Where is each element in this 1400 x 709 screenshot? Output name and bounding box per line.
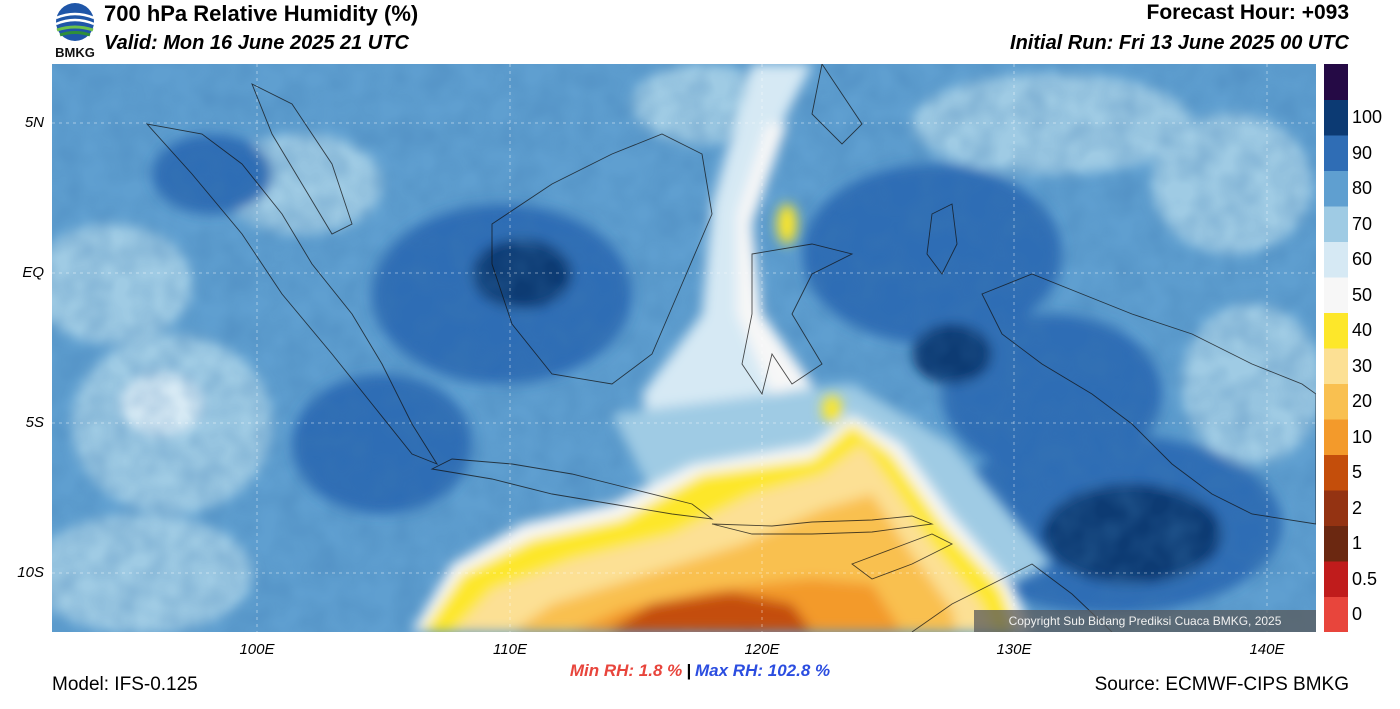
halmahera-coast	[926, 203, 958, 275]
humidity-map	[52, 64, 1316, 632]
new-guinea-coast	[981, 273, 1316, 525]
min-rh: Min RH: 1.8 %	[569, 661, 683, 680]
java-coast	[430, 458, 714, 520]
lon-label-120e: 120E	[744, 641, 780, 658]
colorbar-tick-label: 20	[1352, 391, 1373, 412]
colorbar-tick-label: 70	[1352, 213, 1373, 234]
stats-separator: |	[686, 661, 692, 680]
colorbar-tick-label: 40	[1352, 320, 1373, 341]
colorbar-tick-label: 10	[1352, 426, 1373, 447]
bmkg-logo: BMKG	[55, 3, 95, 60]
colorbar-swatch	[1324, 525, 1348, 562]
colorbar-tick-label: 30	[1352, 355, 1373, 376]
rh-stats: Min RH: 1.8 % | Max RH: 102.8 %	[0, 661, 1400, 681]
colorbar-swatch	[1324, 312, 1348, 349]
colorbar-tick-label: 80	[1352, 178, 1373, 199]
model-name: Model: IFS-0.125	[52, 674, 198, 695]
colorbar-tick-label: 1	[1352, 533, 1363, 554]
colorbar-tick-label: 0	[1352, 604, 1363, 625]
colorbar-swatch	[1324, 561, 1348, 597]
colorbar-swatch	[1324, 383, 1348, 420]
australia-coast	[911, 563, 1113, 632]
philippines-coast	[811, 64, 863, 145]
max-rh: Max RH: 102.8 %	[695, 661, 831, 680]
colorbar-tick-label: 90	[1352, 142, 1373, 163]
colorbar-swatch	[1324, 241, 1348, 278]
colorbar-swatch	[1324, 454, 1348, 491]
colorbar-swatch	[1324, 277, 1348, 313]
colorbar-tick-label: 2	[1352, 497, 1363, 518]
colorbar-tick-label: 5	[1352, 462, 1363, 483]
map-title: 700 hPa Relative Humidity (%)	[104, 1, 419, 26]
lat-label-eq: EQ	[22, 264, 44, 281]
svg-text:BMKG: BMKG	[55, 45, 95, 60]
lesser-sunda-coast	[711, 515, 934, 535]
colorbar-swatch	[1324, 206, 1348, 242]
lat-label-5n: 5N	[24, 114, 44, 131]
lon-label-110e: 110E	[493, 641, 527, 658]
lat-label-5s: 5S	[25, 414, 44, 431]
colorbar-swatch	[1324, 170, 1348, 207]
colorbar-swatch	[1324, 419, 1348, 455]
colorbar-tick-label: 50	[1352, 284, 1373, 305]
timor-coast	[851, 533, 954, 580]
lon-label-140e: 140E	[1249, 641, 1285, 658]
data-source: Source: ECMWF-CIPS BMKG	[1094, 674, 1349, 695]
colorbar-swatch	[1324, 135, 1348, 171]
initial-run: Initial Run: Fri 13 June 2025 00 UTC	[1010, 32, 1349, 54]
colorbar-tick-label: 0.5	[1352, 568, 1378, 589]
forecast-hour: Forecast Hour: +093	[1146, 1, 1350, 24]
sulawesi-coast	[741, 243, 854, 396]
lon-label-130e: 130E	[996, 641, 1032, 658]
malay-coast	[251, 83, 353, 235]
colorbar	[1324, 64, 1348, 632]
colorbar-tick-label: 60	[1352, 249, 1373, 270]
copyright-notice: Copyright Sub Bidang Prediksi Cuaca BMKG…	[974, 610, 1316, 632]
colorbar-swatch	[1324, 99, 1348, 136]
colorbar-swatch	[1324, 348, 1348, 384]
colorbar-tick-label: 100	[1352, 107, 1383, 128]
colorbar-swatch	[1324, 490, 1348, 526]
valid-time: Valid: Mon 16 June 2025 21 UTC	[104, 32, 409, 54]
sumatra-coast	[145, 123, 439, 465]
lon-label-100e: 100E	[239, 641, 275, 658]
borneo-coast	[491, 133, 713, 385]
colorbar-swatch	[1324, 64, 1348, 100]
colorbar-swatch	[1324, 596, 1348, 632]
lat-label-10s: 10S	[17, 564, 44, 581]
